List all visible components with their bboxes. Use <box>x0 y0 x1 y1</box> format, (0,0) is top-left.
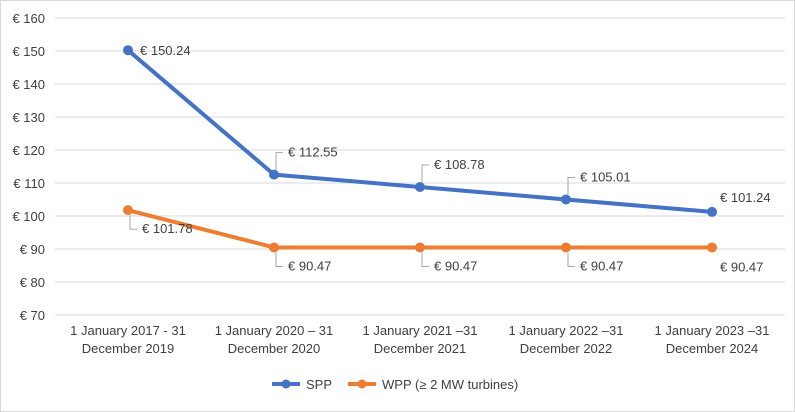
data-point <box>269 242 279 253</box>
data-label: € 150.24 <box>140 43 191 58</box>
y-tick-label: € 160 <box>12 11 45 26</box>
x-category-label-line: December 2020 <box>228 341 321 356</box>
y-tick-label: € 110 <box>13 176 45 191</box>
x-category-label-line: 1 January 2021 –31 <box>363 323 478 338</box>
y-tick-label: € 70 <box>20 308 45 323</box>
data-label: € 108.78 <box>434 157 485 172</box>
legend: SPP WPP (≥ 2 MW turbines) <box>272 377 518 392</box>
x-category-label-line: December 2021 <box>374 341 467 356</box>
y-tick-label: € 80 <box>20 275 45 290</box>
x-category-label-line: December 2022 <box>520 341 613 356</box>
data-label: € 112.55 <box>288 145 338 160</box>
data-label: € 101.78 <box>142 221 193 236</box>
y-tick-label: € 90 <box>20 242 45 257</box>
series-lines <box>123 45 717 253</box>
data-point <box>707 242 717 253</box>
label-leader-lines <box>129 152 575 267</box>
data-point <box>561 194 571 205</box>
x-category-label: 1 January 2020 – 31 December 2020 <box>215 323 334 356</box>
x-category-label: 1 January 2021 –31 December 2021 <box>363 323 478 356</box>
data-point <box>123 205 133 216</box>
x-category-label-line: 1 January 2023 –31 <box>655 323 770 338</box>
data-label: € 101.24 <box>720 190 771 205</box>
label-leader-line <box>567 176 575 196</box>
x-category-label-line: 1 January 2017 - 31 <box>70 323 186 338</box>
y-tick-label: € 150 <box>12 44 45 59</box>
data-point <box>269 169 279 180</box>
data-point <box>415 242 425 253</box>
data-label: € 90.47 <box>434 258 477 273</box>
data-label: € 90.47 <box>720 259 763 274</box>
data-point <box>707 206 717 217</box>
y-tick-label: € 120 <box>12 143 45 158</box>
data-point <box>561 242 571 253</box>
legend-label: WPP (≥ 2 MW turbines) <box>382 377 518 392</box>
x-category-label: 1 January 2023 –31 December 2024 <box>655 323 770 356</box>
label-leader-line <box>275 252 283 267</box>
legend-swatch-marker <box>281 379 291 389</box>
data-label: € 90.47 <box>580 258 623 273</box>
label-leader-line <box>421 252 429 267</box>
x-category-label-line: December 2024 <box>666 341 759 356</box>
label-leader-line <box>129 215 137 230</box>
label-leader-line <box>567 252 575 267</box>
gridlines <box>55 17 785 316</box>
y-tick-label: € 100 <box>12 209 45 224</box>
data-point <box>415 182 425 193</box>
data-label: € 90.47 <box>288 258 331 273</box>
label-leader-line <box>421 164 429 184</box>
legend-label: SPP <box>306 377 332 392</box>
x-category-label: 1 January 2022 –31 December 2022 <box>509 323 624 356</box>
x-category-label-line: 1 January 2020 – 31 <box>215 323 334 338</box>
y-tick-label: € 130 <box>12 110 45 125</box>
data-label: € 105.01 <box>580 169 631 184</box>
y-tick-label: € 140 <box>12 77 45 92</box>
legend-swatch-marker <box>357 379 367 389</box>
y-axis-ticks: € 70 € 80 € 90 € 100 € 110 € 120 € 130 € 140 € 1… <box>12 11 45 323</box>
x-category-label-line: 1 January 2022 –31 <box>509 323 624 338</box>
data-point <box>123 45 133 56</box>
label-leader-line <box>275 152 283 171</box>
x-category-label: 1 January 2017 - 31 December 2019 <box>70 323 186 356</box>
data-labels: € 150.24 € 112.55 € 108.78 € 105.01 € 101.24… <box>140 43 771 274</box>
x-category-label-line: December 2019 <box>82 341 175 356</box>
